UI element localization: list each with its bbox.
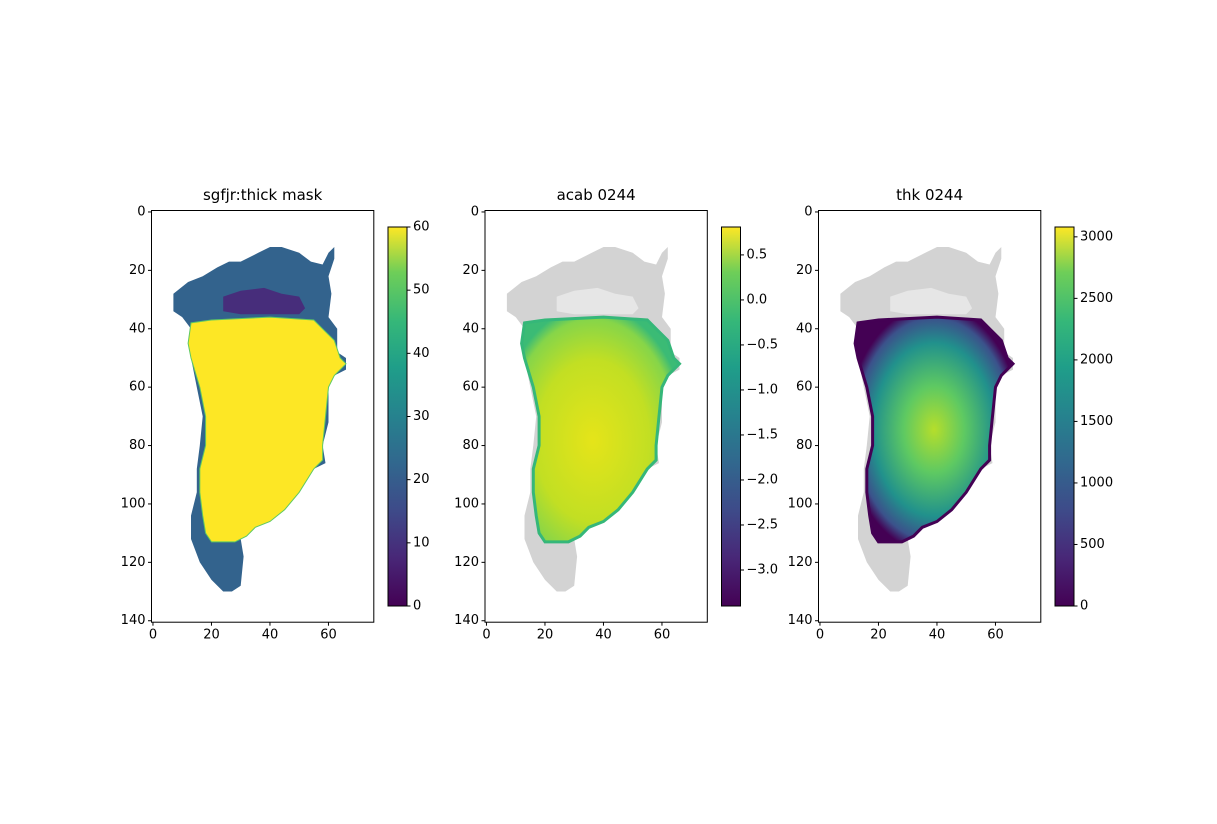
colorbar-tick-label: 0 — [413, 599, 421, 614]
colorbar-tick-label: −3.0 — [747, 562, 779, 577]
colorbar-tick-label: 3000 — [1080, 229, 1113, 244]
y-tick-label: 120 — [788, 555, 813, 570]
y-tick-label: 40 — [129, 321, 146, 336]
x-tick-label: 40 — [262, 628, 279, 643]
x-tick-label: 0 — [816, 628, 824, 643]
x-tick-label: 20 — [203, 628, 220, 643]
panel-title: acab 0244 — [557, 186, 636, 204]
colorbar — [1054, 226, 1075, 607]
colorbar-tick-label: 2500 — [1080, 291, 1113, 306]
y-tick-label: 140 — [121, 613, 146, 628]
colorbar-tick-label: 60 — [413, 220, 430, 235]
y-tick-label: 60 — [796, 380, 813, 395]
y-tick-label: 100 — [121, 496, 146, 511]
colorbar-tick-label: 10 — [413, 535, 430, 550]
low-region — [556, 287, 639, 315]
colorbar-tick-label: −1.0 — [747, 382, 779, 397]
y-tick-label: 140 — [454, 613, 479, 628]
x-tick-label: 60 — [654, 628, 671, 643]
colorbar-tick-label: 0.5 — [747, 247, 768, 262]
colorbar-tick-label: 1500 — [1080, 414, 1113, 429]
y-tick-label: 20 — [462, 263, 479, 278]
colorbar-tick-label: 0.0 — [747, 292, 768, 307]
colorbar-tick-label: 0 — [1080, 599, 1088, 614]
y-tick-label: 80 — [462, 438, 479, 453]
y-tick-label: 60 — [462, 380, 479, 395]
panel: acab 0244 0 20 40 60 0 20 40 60 80 100 120 140 −3.0 −2… — [454, 186, 778, 643]
colorbar-tick-label: 500 — [1080, 537, 1105, 552]
x-tick-label: 20 — [870, 628, 887, 643]
y-tick-label: 0 — [804, 204, 812, 219]
x-tick-label: 60 — [987, 628, 1004, 643]
y-tick-label: 120 — [454, 555, 479, 570]
colorbar-tick-label: 20 — [413, 472, 430, 487]
y-tick-label: 120 — [121, 555, 146, 570]
y-tick-label: 80 — [129, 438, 146, 453]
colorbar-tick-label: 2000 — [1080, 352, 1113, 367]
y-tick-label: 0 — [137, 204, 145, 219]
colorbar-tick-label: 1000 — [1080, 475, 1113, 490]
y-tick-label: 40 — [462, 321, 479, 336]
colorbar-tick-label: 50 — [413, 283, 430, 298]
colorbar-tick-label: 30 — [413, 409, 430, 424]
x-tick-label: 40 — [929, 628, 946, 643]
x-tick-label: 20 — [537, 628, 554, 643]
colorbar-tick-label: −2.5 — [747, 517, 779, 532]
y-tick-label: 140 — [788, 613, 813, 628]
y-tick-label: 60 — [129, 380, 146, 395]
x-tick-label: 0 — [149, 628, 157, 643]
colorbar — [721, 226, 741, 607]
x-tick-label: 60 — [320, 628, 337, 643]
axes-frame — [151, 210, 375, 623]
colorbar — [387, 226, 408, 607]
low-region — [890, 287, 973, 315]
colorbar-tick-label: 40 — [413, 346, 430, 361]
ice-region — [187, 316, 347, 543]
colorbar-tick-label: −0.5 — [747, 337, 779, 352]
ice-region — [520, 315, 682, 544]
colorbar-tick-label: −2.0 — [747, 472, 779, 487]
y-tick-label: 40 — [796, 321, 813, 336]
y-tick-label: 20 — [796, 263, 813, 278]
y-tick-label: 20 — [129, 263, 146, 278]
axes-frame — [484, 210, 708, 623]
panel-title: thk 0244 — [896, 186, 963, 204]
colorbar-tick-label: −1.5 — [747, 427, 779, 442]
x-tick-label: 0 — [482, 628, 490, 643]
panel-title: sgfjr:thick mask — [203, 186, 323, 204]
y-tick-label: 0 — [471, 204, 479, 219]
y-tick-label: 100 — [788, 496, 813, 511]
y-tick-label: 80 — [796, 438, 813, 453]
low-region — [223, 287, 306, 315]
x-tick-label: 40 — [595, 628, 612, 643]
ice-region — [853, 315, 1016, 544]
y-tick-label: 100 — [454, 496, 479, 511]
axes-frame — [818, 210, 1042, 623]
